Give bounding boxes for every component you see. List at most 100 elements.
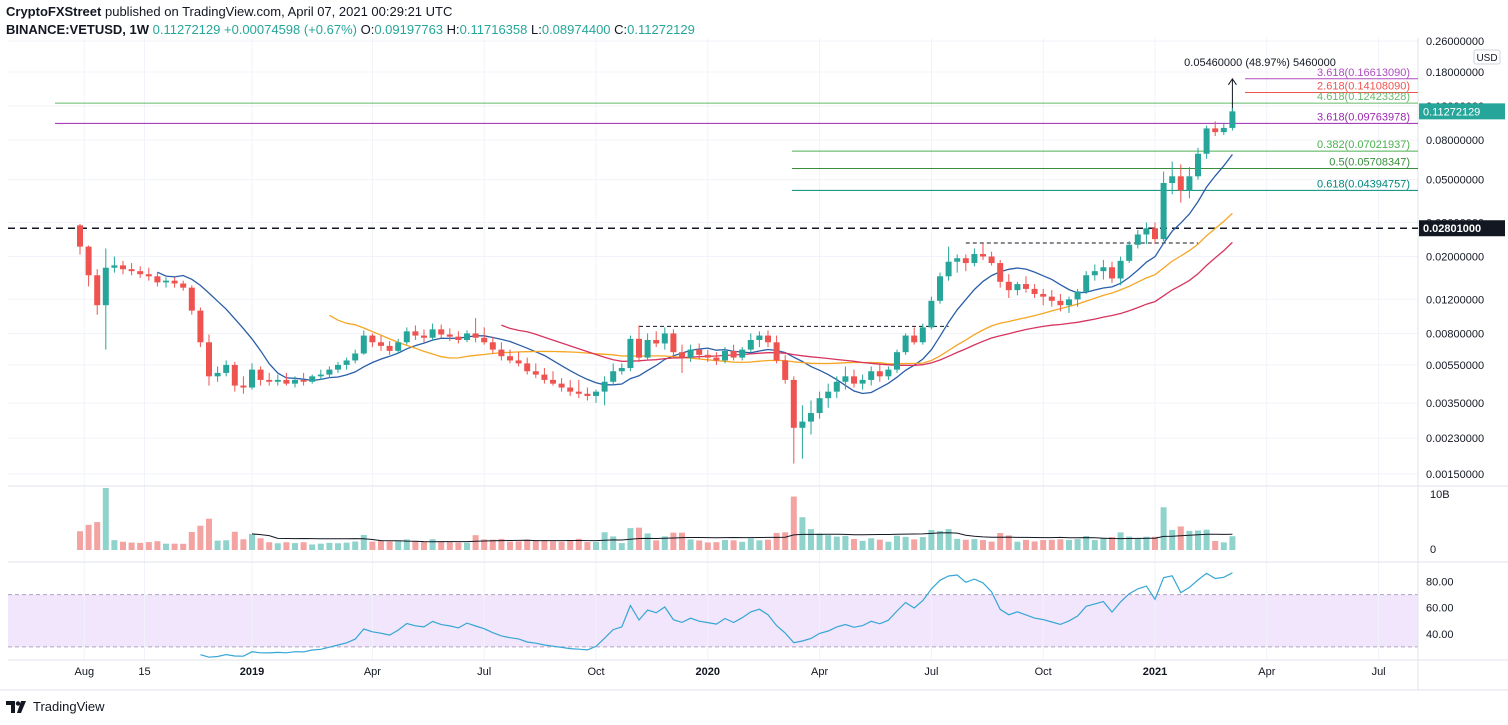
y-tick-label: 0.00350000	[1426, 398, 1484, 410]
volume-bar	[163, 543, 169, 550]
x-tick-label: Apr	[1258, 666, 1275, 678]
volume-bar	[524, 539, 531, 550]
volume-bar	[747, 538, 754, 550]
candle-body	[1152, 228, 1158, 240]
volume-bar	[653, 540, 660, 550]
volume-bar	[722, 540, 728, 550]
volume-bar	[507, 541, 513, 550]
volume-bar	[240, 539, 247, 550]
open-value: 0.09197763	[374, 22, 444, 37]
volume-bar	[593, 541, 599, 550]
volume-bar	[1195, 530, 1201, 550]
volume-bar	[808, 529, 814, 550]
volume-bar	[249, 533, 255, 550]
volume-bar	[446, 542, 453, 550]
volume-tick-label: 10B	[1430, 489, 1450, 501]
y-tick-label: 0.26000000	[1426, 36, 1484, 48]
volume-bar	[1229, 536, 1236, 550]
volume-bar	[1212, 541, 1219, 550]
candle-body	[1005, 281, 1012, 291]
volume-bar	[352, 541, 359, 550]
candle-body	[1195, 153, 1201, 177]
rsi-tick-label: 60.00	[1426, 603, 1454, 615]
volume-bar	[481, 539, 488, 550]
volume-bar	[378, 540, 384, 550]
volume-bar	[1152, 536, 1158, 550]
candle-body	[679, 352, 685, 358]
volume-bar	[954, 538, 961, 550]
volume-bar	[610, 536, 617, 550]
candle-body	[601, 381, 608, 392]
candle-body	[911, 335, 918, 343]
candle-body	[937, 276, 943, 301]
volume-bar	[171, 543, 178, 550]
candle-body	[851, 376, 857, 384]
x-tick-label: Jul	[477, 666, 491, 678]
volume-bar	[1005, 535, 1012, 550]
author-name[interactable]: CryptoFXStreet	[6, 4, 102, 19]
volume-bar	[137, 542, 144, 550]
level-price-tag	[1419, 220, 1505, 237]
candle-body	[618, 368, 625, 372]
candle-body	[782, 360, 789, 380]
candle-body	[1040, 293, 1047, 297]
candle-body	[85, 246, 92, 276]
candle-body	[550, 379, 556, 384]
volume-bar	[851, 539, 857, 550]
candle-body	[1177, 176, 1184, 191]
candle-body	[188, 287, 195, 311]
candle-body	[1023, 284, 1029, 289]
volume-bar	[317, 543, 324, 550]
volume-bar	[670, 532, 677, 550]
volume-bar	[343, 542, 350, 550]
low-label: L:	[531, 22, 542, 37]
volume-bar	[997, 532, 1004, 550]
fib-level-label: 3.618(0.16613090)	[1317, 67, 1410, 79]
close-value: 0.11272129	[627, 22, 695, 37]
volume-bar	[309, 544, 316, 550]
volume-bar	[962, 539, 969, 550]
candle-body	[919, 327, 926, 343]
volume-bar	[292, 543, 298, 550]
volume-bar	[980, 540, 986, 550]
candle-body	[756, 335, 763, 340]
y-tick-label: 0.00230000	[1426, 433, 1484, 445]
volume-bar	[1143, 536, 1150, 550]
volume-bar	[902, 536, 909, 550]
unit-label: USD	[1476, 53, 1497, 64]
volume-bar	[911, 539, 918, 550]
volume-bar	[145, 542, 152, 550]
candle-body	[1031, 288, 1038, 294]
candle-body	[171, 280, 178, 284]
candle-body	[335, 364, 341, 370]
candle-body	[722, 350, 728, 361]
x-tick-label: Apr	[811, 666, 828, 678]
candle-body	[1048, 296, 1055, 301]
x-tick-label: 2021	[1143, 666, 1167, 678]
symbol-label: BINANCE:VETUSD, 1W	[6, 22, 150, 37]
candle-body	[636, 338, 642, 358]
unit-box	[1473, 49, 1501, 65]
candle-body	[808, 413, 814, 422]
candle-body	[145, 274, 152, 277]
volume-bar	[885, 541, 892, 550]
volume-bar	[739, 541, 746, 550]
footer-brand: TradingView	[6, 699, 105, 714]
volume-bar	[111, 540, 118, 550]
candle-body	[206, 342, 212, 377]
candle-body	[541, 374, 548, 380]
candle-body	[894, 352, 900, 370]
brand-label: TradingView	[33, 699, 105, 714]
candle-body	[94, 275, 101, 306]
candle-body	[954, 258, 961, 262]
candle-body	[644, 339, 651, 358]
candle-body	[412, 331, 419, 336]
candle-body	[1143, 228, 1150, 235]
volume-bar	[704, 542, 711, 550]
candle-body	[988, 256, 995, 264]
volume-bar	[283, 542, 290, 550]
volume-bar	[1169, 529, 1176, 550]
candle-body	[842, 376, 849, 382]
volume-bar	[498, 538, 505, 550]
